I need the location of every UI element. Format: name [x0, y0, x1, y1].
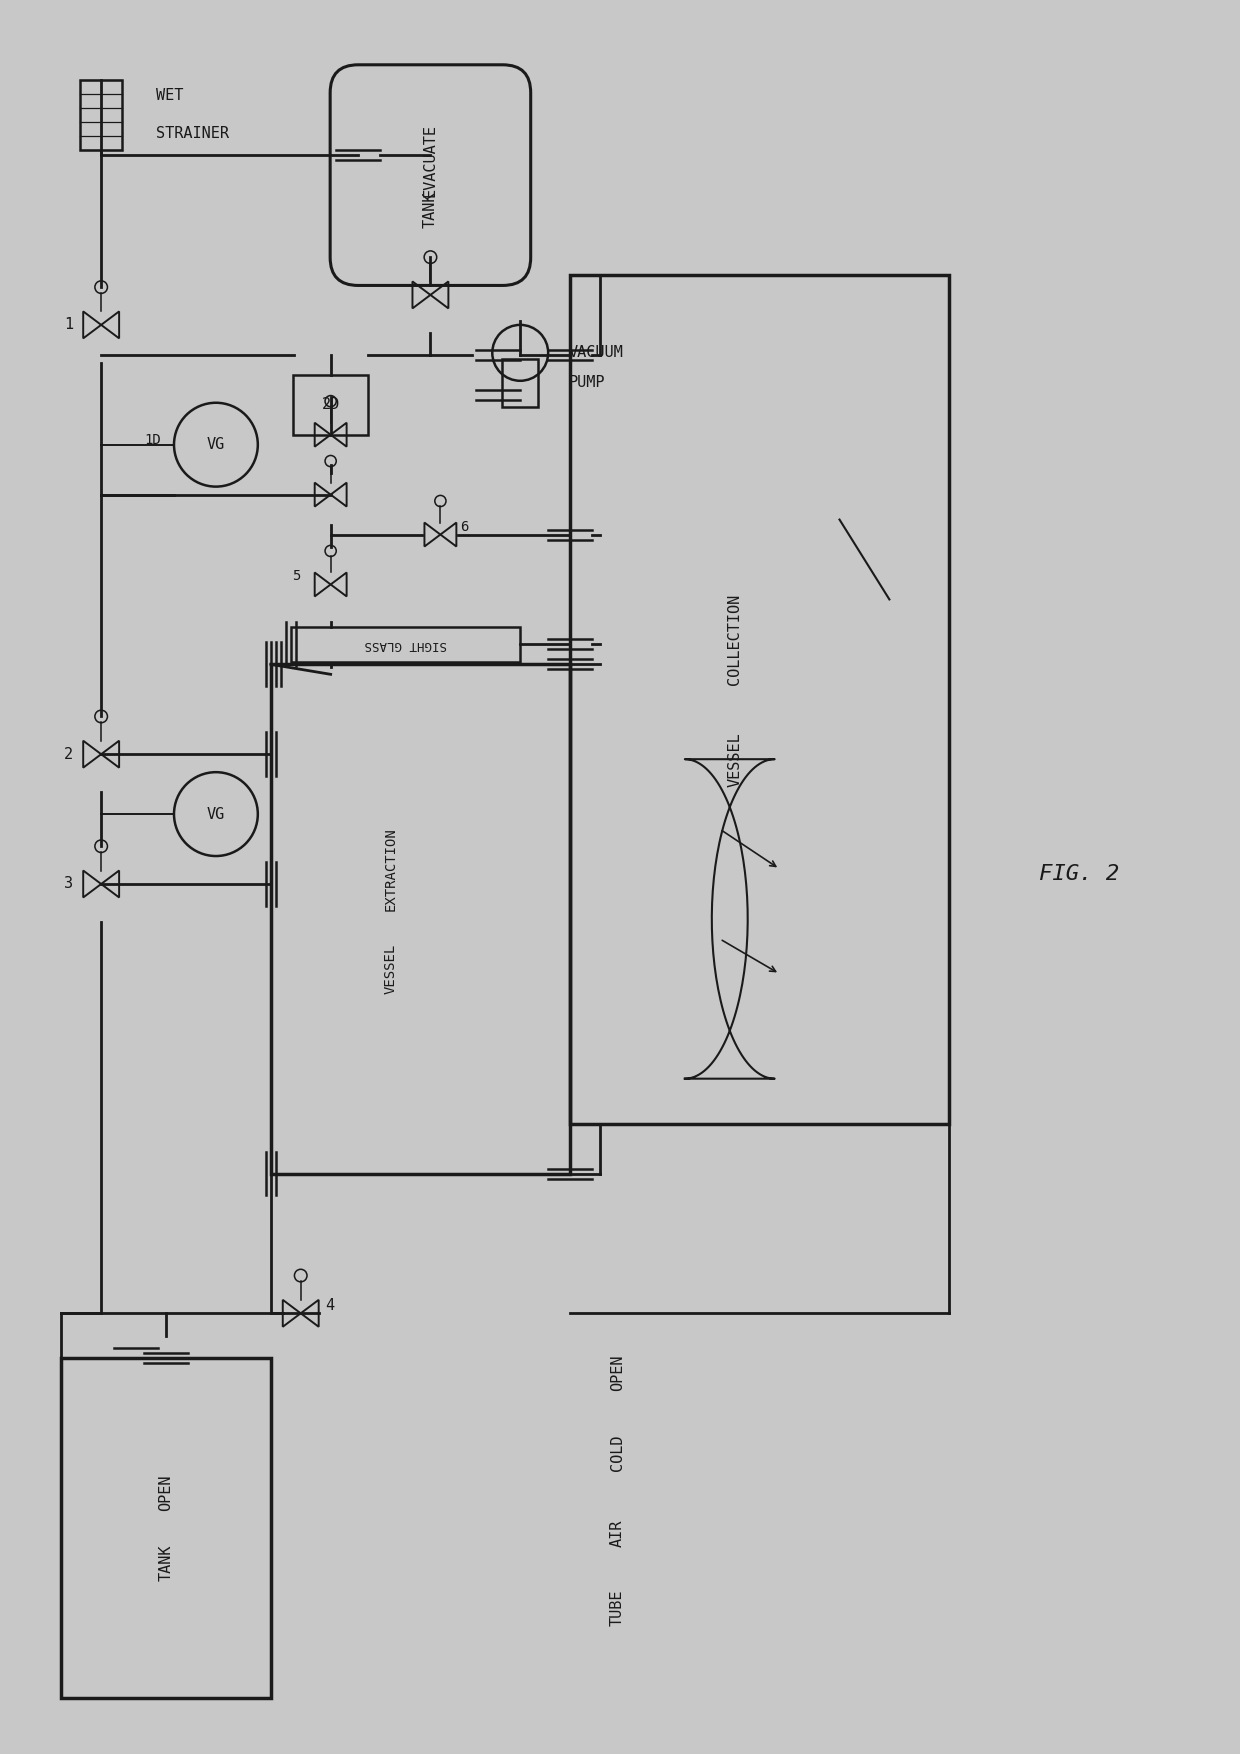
Text: 4: 4 [326, 1298, 335, 1312]
Text: OPEN: OPEN [159, 1475, 174, 1512]
Text: EXTRACTION: EXTRACTION [383, 828, 398, 910]
Text: 2: 2 [64, 747, 73, 761]
Text: AIR: AIR [610, 1519, 625, 1547]
Text: SIGHT GLASS: SIGHT GLASS [365, 638, 446, 651]
Text: TUBE: TUBE [610, 1589, 625, 1626]
Bar [61, 1358, 270, 1698]
Text: 5: 5 [293, 570, 301, 584]
Text: VG: VG [207, 807, 224, 821]
Text: 1D: 1D [144, 433, 161, 447]
Text: WET: WET [156, 88, 184, 103]
Text: EVACUATE: EVACUATE [423, 123, 438, 196]
Text: STRAINER: STRAINER [156, 126, 229, 140]
Bar [290, 626, 521, 661]
Text: COLD: COLD [610, 1435, 625, 1472]
Text: PUMP: PUMP [568, 375, 605, 391]
Text: VESSEL: VESSEL [383, 944, 398, 995]
Text: 3: 3 [64, 877, 73, 891]
Text: VG: VG [207, 437, 224, 453]
Text: 1: 1 [64, 317, 73, 332]
Text: VESSEL: VESSEL [727, 731, 743, 786]
Text: VACUUM: VACUUM [568, 346, 622, 360]
Text: COLLECTION: COLLECTION [727, 595, 743, 686]
Bar [81, 81, 122, 151]
Bar [502, 360, 538, 407]
Bar [270, 665, 570, 1173]
Text: TANK: TANK [423, 191, 438, 228]
Text: 6: 6 [460, 519, 469, 533]
Bar [570, 275, 950, 1124]
Bar [293, 375, 368, 435]
Text: TANK: TANK [159, 1545, 174, 1580]
Text: 2D: 2D [321, 396, 340, 412]
Text: FIG. 2: FIG. 2 [1039, 865, 1118, 884]
Text: OPEN: OPEN [610, 1354, 625, 1391]
